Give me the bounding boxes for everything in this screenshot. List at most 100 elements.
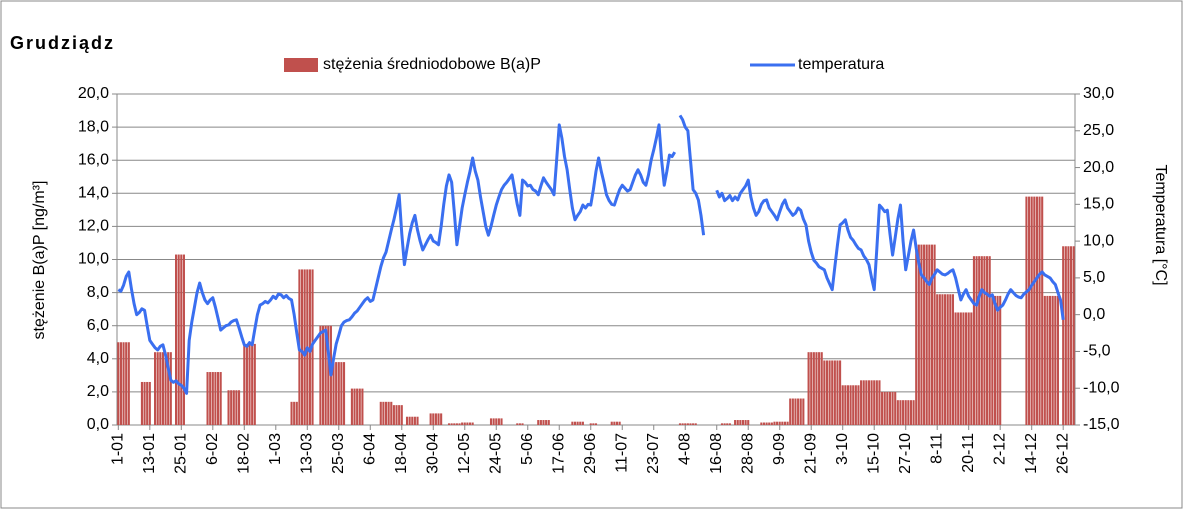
- x-tick-label: 21-09: [802, 433, 819, 474]
- bar: [458, 423, 461, 425]
- x-tick-label: 20-11: [960, 433, 977, 473]
- bar: [891, 391, 894, 425]
- bar: [175, 254, 178, 425]
- y2-tick-label: 20,0: [1083, 159, 1114, 176]
- x-tick-label: 27-10: [897, 433, 914, 474]
- bar: [836, 360, 839, 425]
- bar: [148, 381, 151, 425]
- bar: [119, 342, 122, 425]
- bar: [1049, 295, 1052, 425]
- bar: [773, 421, 776, 425]
- bar: [143, 381, 146, 425]
- bar: [954, 312, 957, 425]
- y2-axis-label: Temperatura [°C]: [1152, 164, 1169, 285]
- y2-tick-label: 30,0: [1083, 85, 1114, 102]
- bar: [489, 418, 493, 425]
- y-tick-label: 20,0: [78, 85, 109, 102]
- bar: [899, 400, 902, 425]
- x-tick-label: 23-07: [645, 433, 662, 474]
- bar: [206, 372, 209, 425]
- bar: [214, 372, 217, 425]
- bar: [1072, 246, 1075, 425]
- bar: [681, 423, 684, 425]
- bar: [886, 391, 889, 425]
- bar: [857, 385, 860, 425]
- bar: [547, 420, 550, 425]
- bar: [883, 391, 886, 425]
- bar: [991, 295, 994, 425]
- bar: [303, 269, 306, 425]
- bar: [463, 422, 466, 425]
- bar: [356, 388, 359, 425]
- bar: [398, 405, 401, 425]
- bar: [986, 256, 989, 425]
- bar: [245, 343, 248, 425]
- bar: [951, 294, 955, 425]
- bar: [907, 400, 910, 425]
- bar: [923, 244, 926, 425]
- bar: [896, 400, 899, 425]
- bar: [962, 312, 965, 425]
- bar: [392, 405, 395, 425]
- bar: [791, 398, 794, 425]
- bar: [996, 295, 999, 425]
- bar: [335, 362, 338, 425]
- bar: [930, 244, 934, 425]
- bar: [802, 398, 805, 425]
- bar: [125, 342, 128, 425]
- y2-tick-label: -15,0: [1083, 416, 1120, 433]
- y-tick-label: 8,0: [87, 284, 109, 301]
- y-tick-label: 14,0: [78, 185, 109, 202]
- bar: [776, 421, 779, 425]
- bar: [232, 390, 235, 425]
- bar: [686, 423, 689, 425]
- bar: [744, 420, 747, 425]
- y-tick-label: 0,0: [87, 416, 109, 433]
- bar: [902, 400, 905, 425]
- bar: [319, 325, 322, 425]
- bar: [692, 423, 695, 425]
- bar: [405, 416, 409, 425]
- bar: [894, 391, 897, 425]
- y2-tick-label: -5,0: [1083, 343, 1111, 360]
- y-tick-label: 18,0: [78, 118, 109, 135]
- bar: [468, 422, 472, 425]
- bar: [492, 418, 495, 425]
- bar: [936, 294, 939, 425]
- x-tick-label: 25-01: [173, 433, 190, 474]
- x-tick-label: 1-03: [267, 433, 284, 465]
- temperature-line: [117, 114, 1065, 395]
- bar: [237, 390, 241, 425]
- x-tick-label: 13-03: [299, 433, 316, 474]
- bar: [938, 294, 941, 425]
- bar: [720, 423, 724, 425]
- bar: [812, 352, 815, 425]
- bar: [235, 390, 238, 425]
- bar: [495, 418, 498, 425]
- bar: [841, 385, 844, 425]
- bar: [219, 372, 222, 425]
- bar: [230, 390, 233, 425]
- bar: [159, 352, 162, 425]
- bar: [684, 423, 687, 425]
- x-tick-label: 17-06: [550, 433, 567, 474]
- bar: [915, 244, 918, 425]
- bar: [781, 421, 784, 425]
- bar: [810, 352, 813, 425]
- x-tick-label: 26-12: [1054, 433, 1071, 474]
- bar: [169, 352, 172, 425]
- bar: [747, 420, 750, 425]
- x-tick-label: 25-03: [330, 433, 347, 474]
- x-tick-label: 11-07: [613, 433, 630, 473]
- bar: [1033, 196, 1036, 425]
- bar: [760, 422, 763, 425]
- bar: [589, 423, 592, 425]
- bar: [117, 342, 120, 425]
- bar: [818, 352, 821, 425]
- bar: [957, 312, 960, 425]
- y2-tick-label: 25,0: [1083, 122, 1114, 139]
- bar: [579, 421, 582, 425]
- bar: [400, 405, 403, 425]
- bar: [416, 416, 419, 425]
